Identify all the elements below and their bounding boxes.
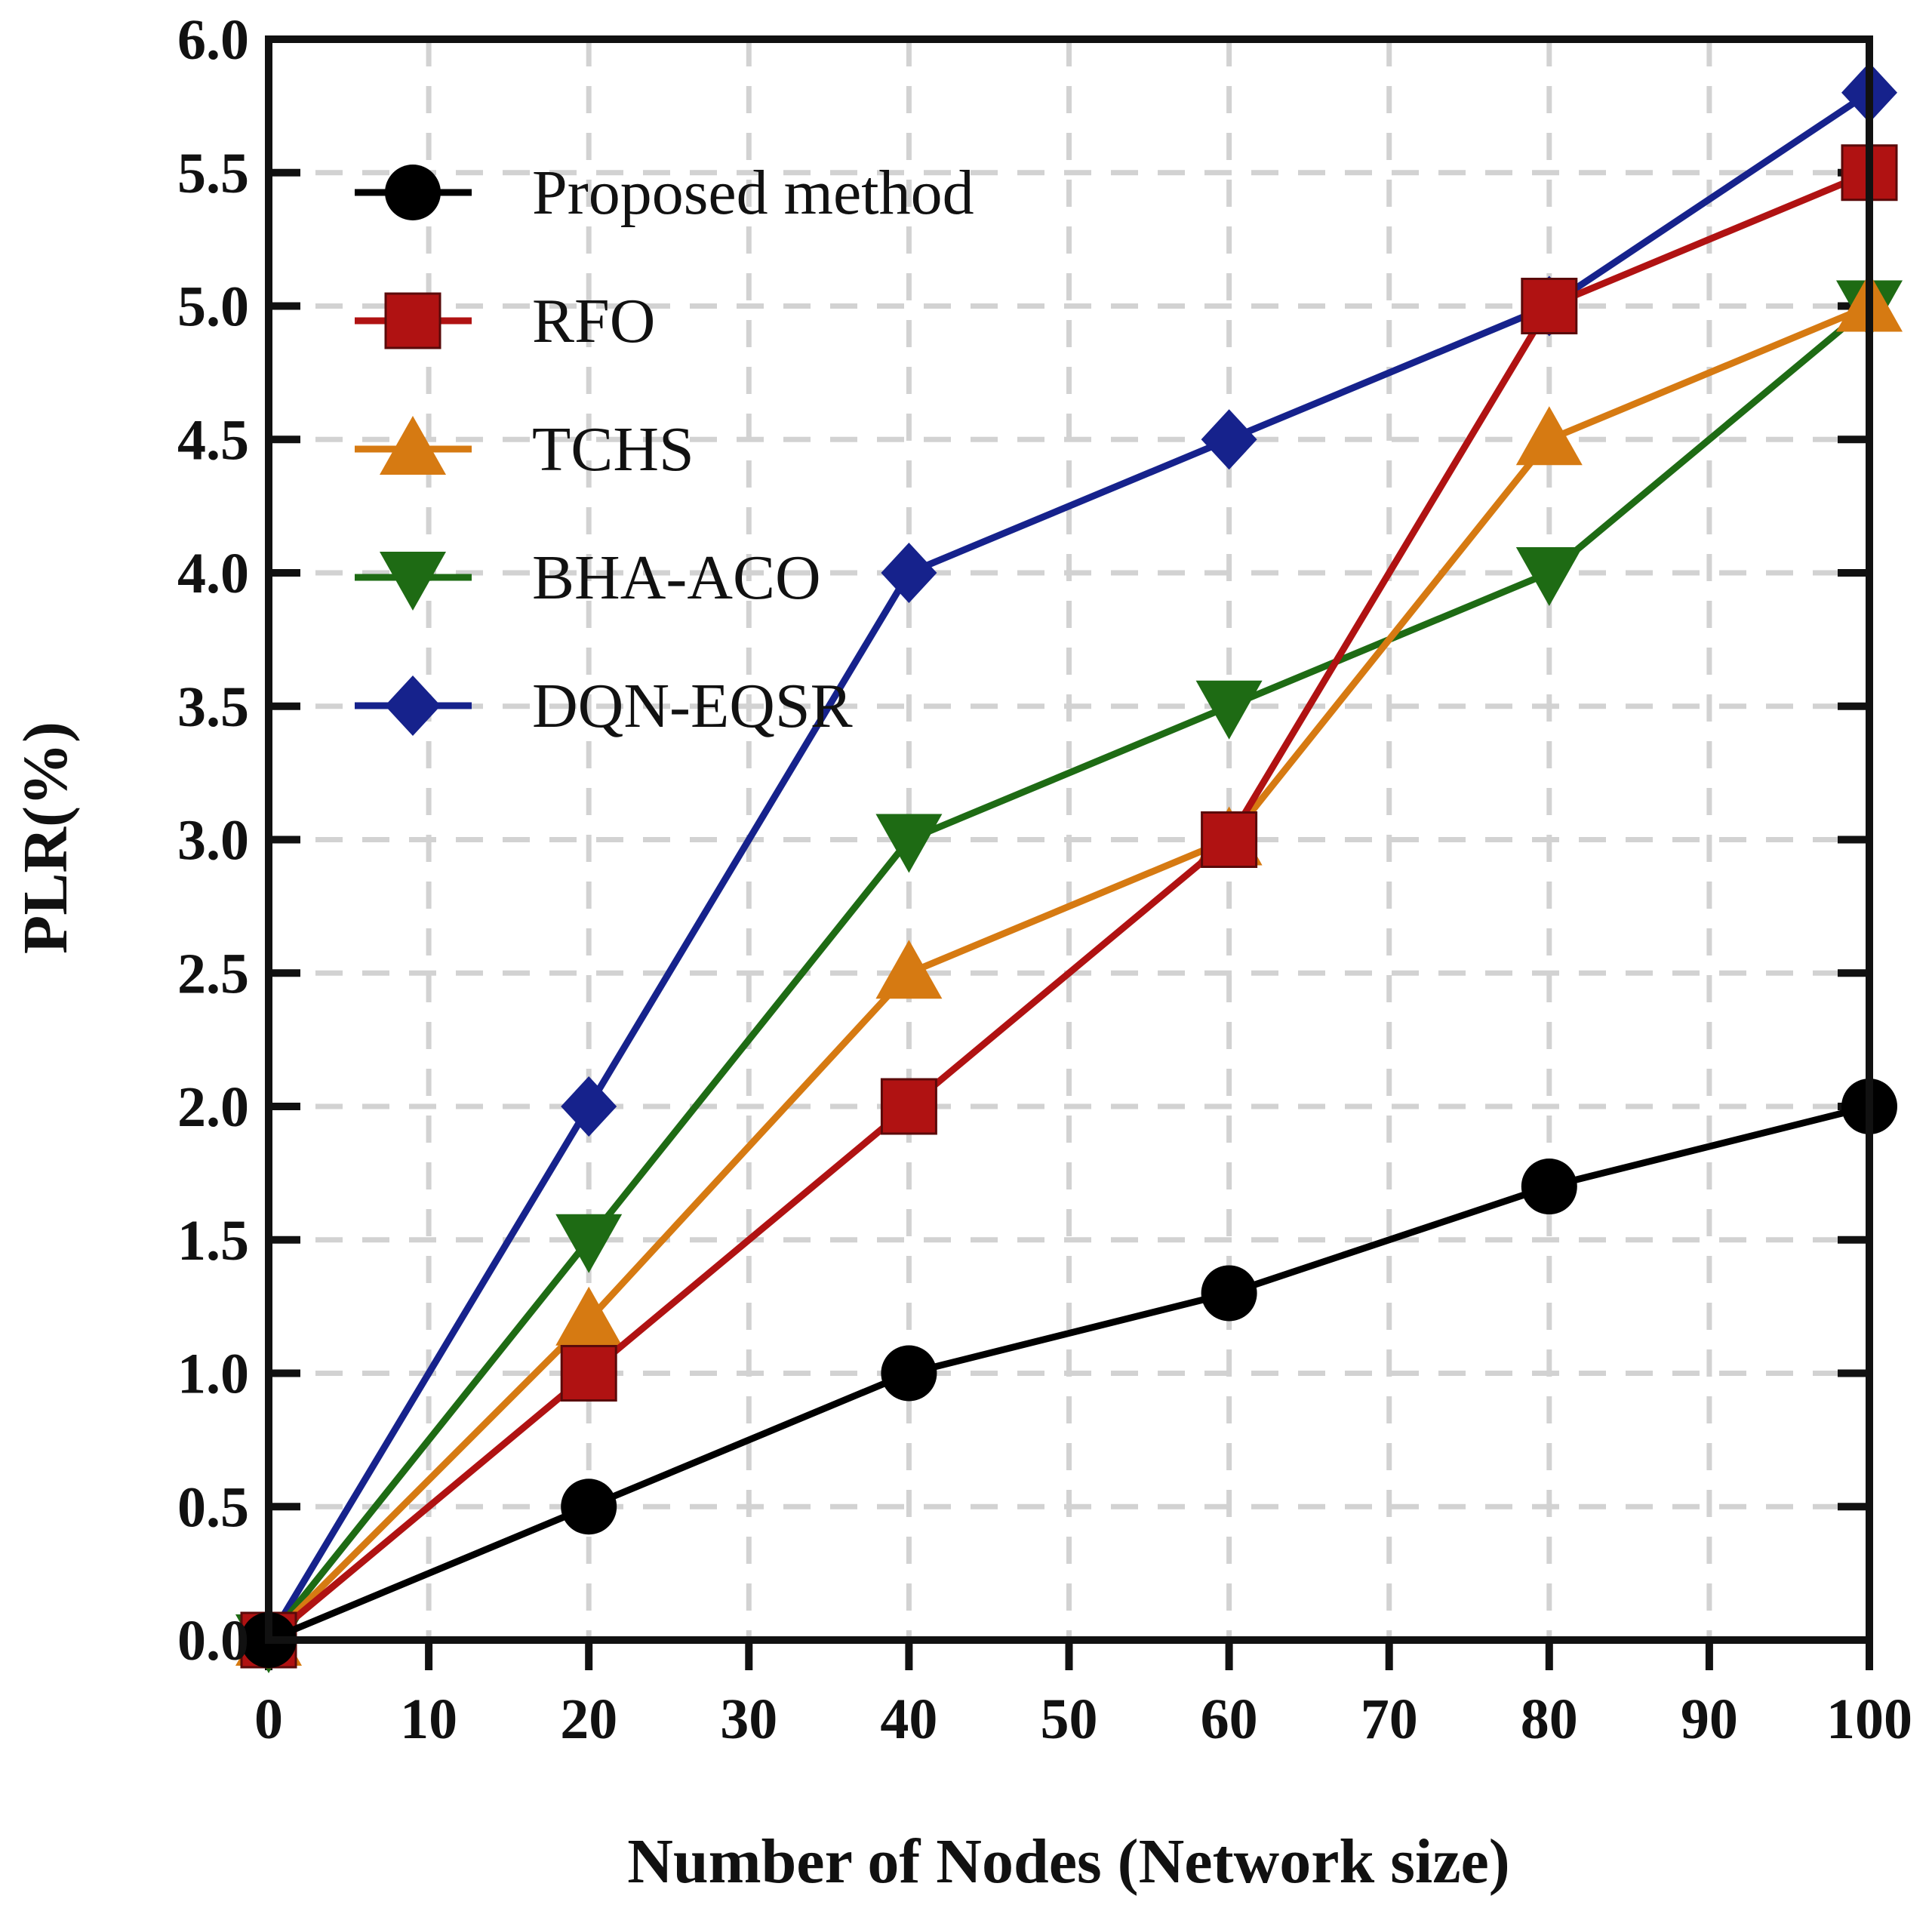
legend-marker-rfo <box>384 292 441 349</box>
legend-item-tchs: TCHS <box>355 414 694 485</box>
y-tick-label: 0.5 <box>177 1476 249 1539</box>
x-tick-label: 40 <box>880 1688 937 1751</box>
legend-marker-proposed-method <box>385 165 441 220</box>
x-tick-label: 20 <box>560 1688 617 1751</box>
legend: Proposed method RFO TCHS BHA-ACO DQN-EQSR <box>355 158 974 741</box>
x-axis-title: Number of Nodes (Network size) <box>627 1826 1510 1897</box>
data-point-proposed-method <box>1201 1265 1257 1322</box>
x-tick-label: 10 <box>400 1688 457 1751</box>
x-tick-label: 70 <box>1361 1688 1418 1751</box>
x-tick-label: 30 <box>720 1688 777 1751</box>
y-tick-label: 4.5 <box>177 408 249 472</box>
y-tick-label: 6.0 <box>177 8 249 72</box>
data-point-tchs <box>555 1286 623 1346</box>
legend-label: BHA-ACO <box>532 543 821 613</box>
x-tick-label: 90 <box>1681 1688 1738 1751</box>
data-point-tchs <box>1515 406 1583 466</box>
data-point-dqn-eqsr <box>881 543 937 603</box>
data-point-bha-aco <box>1195 680 1263 740</box>
data-point-proposed-method <box>1521 1159 1577 1215</box>
data-point-bha-aco <box>875 814 943 873</box>
legend-label: RFO <box>532 286 655 356</box>
y-tick-labels: 0.0 0.5 1.0 1.5 2.0 2.5 3.0 3.5 4.0 4.5 5.0 5.5 6.0 <box>177 8 249 1673</box>
y-tick-label: 2.0 <box>177 1076 249 1139</box>
legend-marker-tchs <box>380 416 446 475</box>
x-tick-label: 0 <box>254 1688 283 1751</box>
y-tick-label: 4.0 <box>177 542 249 605</box>
y-tick-label: 1.0 <box>177 1343 249 1406</box>
legend-item-bha-aco: BHA-ACO <box>355 543 821 613</box>
x-tick-label: 80 <box>1521 1688 1578 1751</box>
legend-item-rfo: RFO <box>355 286 655 356</box>
plot-frame <box>265 35 1873 1644</box>
series-line-proposed-method <box>267 1103 1871 1644</box>
x-tick-labels: 0 10 20 30 40 50 60 70 80 90 100 <box>254 1688 1912 1751</box>
y-axis-title: PLR(%) <box>11 722 81 954</box>
legend-label: DQN-EQSR <box>532 671 853 741</box>
legend-marker-dqn-eqsr <box>385 675 441 736</box>
y-tick-label: 5.5 <box>177 142 249 205</box>
x-tick-label: 60 <box>1201 1688 1258 1751</box>
data-point-dqn-eqsr <box>561 1076 617 1137</box>
y-tick-label: 1.5 <box>177 1209 249 1272</box>
data-point-dqn-eqsr <box>1201 409 1257 470</box>
y-tick-label: 2.5 <box>177 942 249 1005</box>
data-point-rfo <box>560 1345 617 1402</box>
y-tick-label: 0.0 <box>177 1609 249 1673</box>
series-line-tchs <box>266 303 1871 1643</box>
x-tick-label: 50 <box>1041 1688 1098 1751</box>
data-point-rfo <box>1521 278 1578 334</box>
data-point-rfo <box>880 1078 937 1135</box>
data-point-bha-aco <box>1515 547 1583 606</box>
legend-item-dqn-eqsr: DQN-EQSR <box>355 671 853 741</box>
legend-label: TCHS <box>532 414 694 485</box>
data-point-bha-aco <box>555 1214 623 1273</box>
data-point-proposed-method <box>881 1345 937 1402</box>
legend-item-proposed-method: Proposed method <box>355 158 974 228</box>
y-tick-label: 5.0 <box>177 275 249 339</box>
data-point-tchs <box>875 940 943 999</box>
series-line-dqn-eqsr <box>266 89 1872 1642</box>
y-tick-label: 3.5 <box>177 675 249 739</box>
y-tick-label: 3.0 <box>177 809 249 872</box>
data-point-rfo <box>1201 811 1258 868</box>
legend-marker-bha-aco <box>380 552 446 611</box>
data-point-proposed-method <box>561 1479 617 1535</box>
legend-label: Proposed method <box>532 158 974 228</box>
series-line-rfo <box>266 169 1871 1643</box>
series-line-bha-aco <box>266 303 1872 1642</box>
x-tick-label: 100 <box>1826 1688 1912 1751</box>
